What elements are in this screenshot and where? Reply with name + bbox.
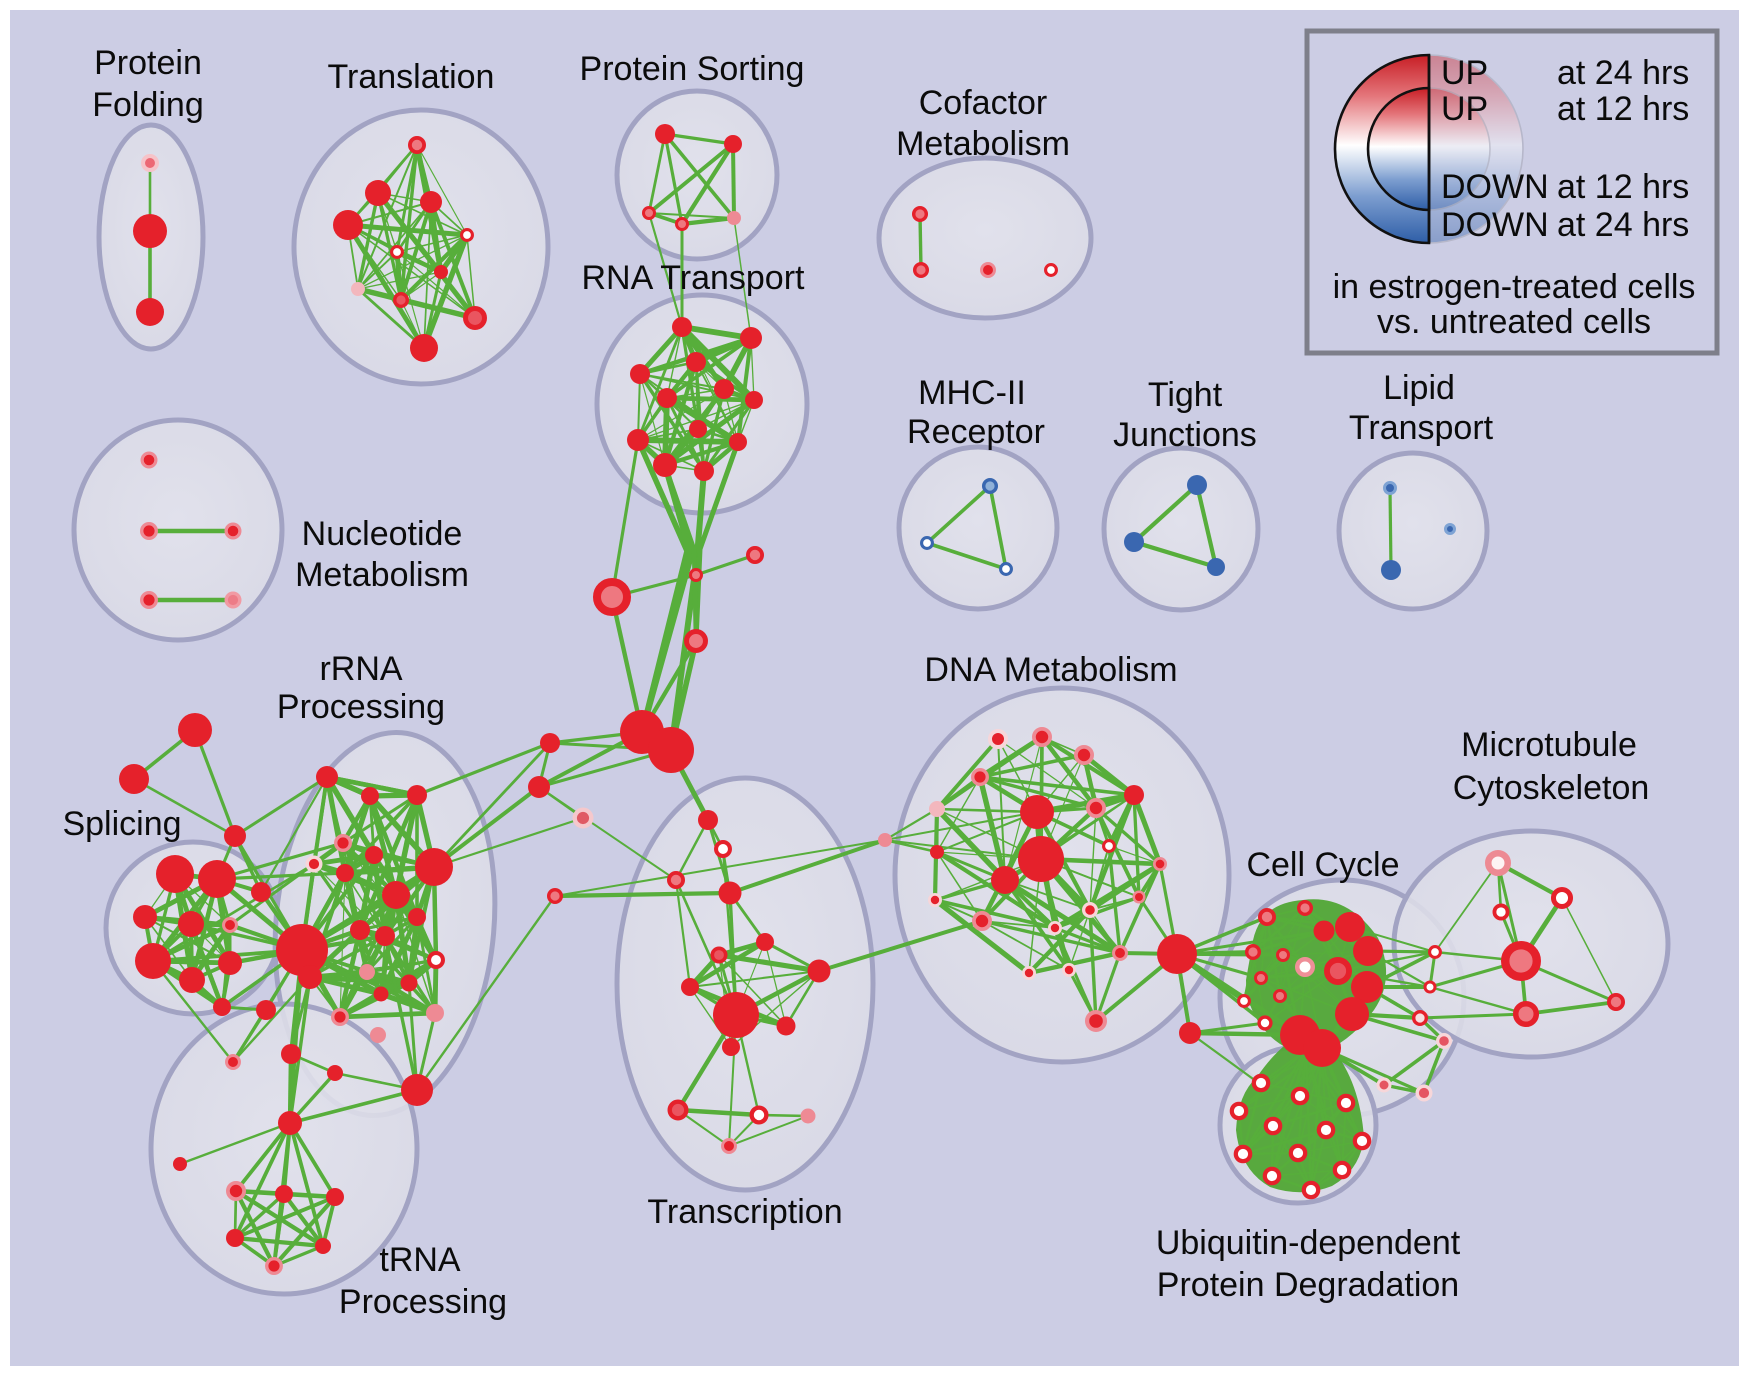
svg-text:Splicing: Splicing (62, 805, 181, 843)
svg-text:Protein: Protein (94, 44, 202, 82)
svg-text:DOWN: DOWN (1441, 168, 1549, 206)
svg-text:Metabolism: Metabolism (295, 556, 469, 594)
svg-text:at 24 hrs: at 24 hrs (1557, 54, 1689, 92)
svg-text:Transport: Transport (1349, 409, 1494, 447)
svg-text:Junctions: Junctions (1113, 416, 1257, 454)
svg-text:UP: UP (1441, 54, 1488, 92)
svg-text:RNA Transport: RNA Transport (582, 259, 806, 297)
svg-text:Transcription: Transcription (647, 1193, 842, 1231)
svg-text:Lipid: Lipid (1383, 369, 1455, 407)
svg-text:Protein Sorting: Protein Sorting (580, 50, 805, 88)
svg-text:DNA Metabolism: DNA Metabolism (924, 651, 1177, 689)
svg-text:at 12 hrs: at 12 hrs (1557, 168, 1689, 206)
svg-text:in estrogen-treated cells: in estrogen-treated cells (1333, 268, 1696, 306)
svg-text:UP: UP (1441, 90, 1488, 128)
svg-text:Microtubule: Microtubule (1461, 726, 1637, 764)
svg-text:tRNA: tRNA (379, 1241, 461, 1279)
svg-text:DOWN: DOWN (1441, 206, 1549, 244)
svg-text:Metabolism: Metabolism (896, 125, 1070, 163)
svg-text:Ubiquitin-dependent: Ubiquitin-dependent (1156, 1224, 1461, 1262)
svg-text:Nucleotide: Nucleotide (302, 515, 463, 553)
svg-text:Cofactor: Cofactor (919, 84, 1048, 122)
svg-text:rRNA: rRNA (319, 650, 402, 688)
svg-text:Processing: Processing (339, 1283, 507, 1321)
svg-text:vs. untreated cells: vs. untreated cells (1377, 303, 1651, 341)
svg-text:at 24 hrs: at 24 hrs (1557, 206, 1689, 244)
svg-text:Tight: Tight (1148, 376, 1223, 414)
svg-text:Cytoskeleton: Cytoskeleton (1453, 769, 1650, 807)
svg-text:MHC-II: MHC-II (918, 374, 1026, 412)
svg-text:Receptor: Receptor (907, 413, 1045, 451)
svg-text:Cell Cycle: Cell Cycle (1246, 846, 1399, 884)
svg-text:Folding: Folding (92, 86, 204, 124)
svg-text:Protein Degradation: Protein Degradation (1157, 1266, 1459, 1304)
svg-text:Processing: Processing (277, 688, 445, 726)
svg-text:Translation: Translation (328, 58, 495, 96)
svg-text:at 12 hrs: at 12 hrs (1557, 90, 1689, 128)
